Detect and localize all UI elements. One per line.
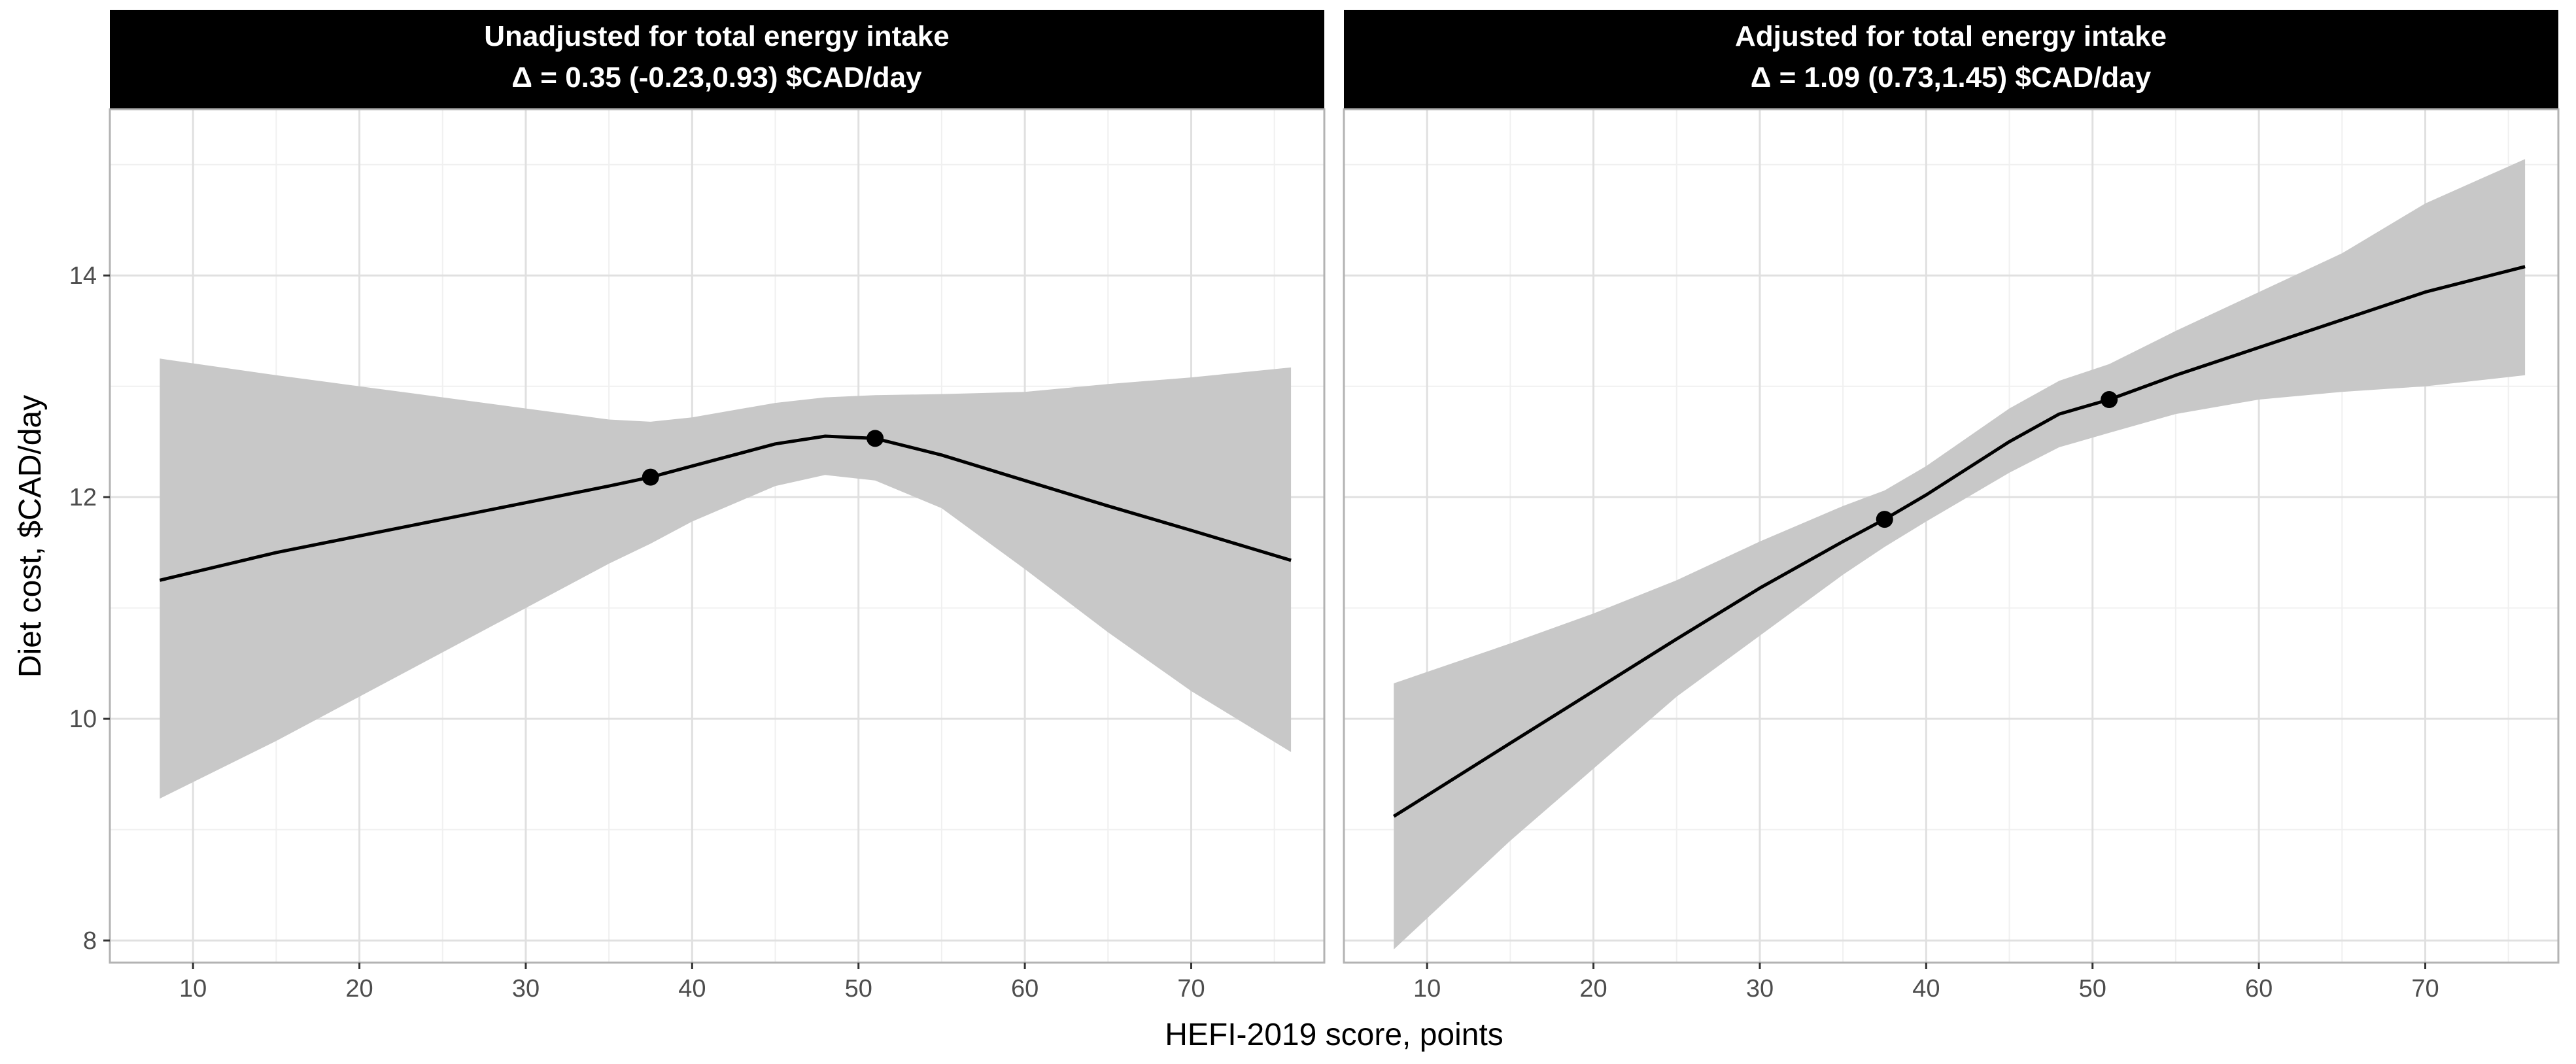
x-tick-label: 60 (2245, 975, 2273, 1003)
strip-title-line1: Adjusted for total energy intake (1735, 20, 2167, 52)
x-tick-label: 10 (179, 975, 207, 1003)
x-tick-label: 50 (2079, 975, 2106, 1003)
x-tick-label: 10 (1413, 975, 1441, 1003)
panel-border (1343, 108, 2560, 964)
plot-area (1344, 109, 2558, 963)
y-axis: 8 10 12 14 (69, 262, 110, 955)
x-axis-right: 10 20 30 40 50 60 70 (1413, 963, 2439, 1003)
y-axis-title: Diet cost, $CAD/day (13, 395, 48, 678)
x-tick-label: 70 (2411, 975, 2439, 1003)
panel-unadjusted: Unadjusted for total energy intake Δ = 0… (109, 10, 1326, 964)
x-tick-label: 20 (345, 975, 373, 1003)
x-tick-label: 40 (678, 975, 706, 1003)
x-tick-label: 20 (1579, 975, 1607, 1003)
x-tick-label: 40 (1912, 975, 1940, 1003)
data-point (1876, 511, 1893, 528)
y-tick-label: 10 (69, 706, 97, 733)
x-axis-left: 10 20 30 40 50 60 70 (179, 963, 1205, 1003)
x-tick-label: 60 (1011, 975, 1039, 1003)
x-tick-label: 70 (1177, 975, 1205, 1003)
y-tick-label: 8 (83, 927, 97, 955)
x-tick-label: 30 (1746, 975, 1774, 1003)
y-tick-label: 12 (69, 484, 97, 511)
panel-border (109, 108, 1326, 964)
x-axis-title: HEFI-2019 score, points (1165, 1018, 1503, 1052)
strip-title-line2: Δ = 1.09 (0.73,1.45) $CAD/day (1751, 61, 2152, 94)
plot-area (110, 109, 1324, 963)
strip-title-line1: Unadjusted for total energy intake (484, 20, 949, 52)
x-tick-label: 30 (512, 975, 540, 1003)
strip-title-line2: Δ = 0.35 (-0.23,0.93) $CAD/day (511, 61, 922, 94)
data-point (867, 430, 884, 447)
strip-background (1344, 10, 2558, 109)
fitted-line (1392, 265, 2526, 818)
panel-adjusted: Adjusted for total energy intake Δ = 1.0… (1343, 10, 2560, 964)
data-point (642, 468, 659, 486)
strip-background (110, 10, 1324, 109)
x-tick-label: 50 (845, 975, 872, 1003)
y-tick-label: 14 (69, 262, 97, 290)
data-point (2101, 391, 2118, 409)
confidence-band (1394, 159, 2526, 950)
fitted-line (159, 434, 1292, 582)
confidence-band (160, 358, 1292, 799)
